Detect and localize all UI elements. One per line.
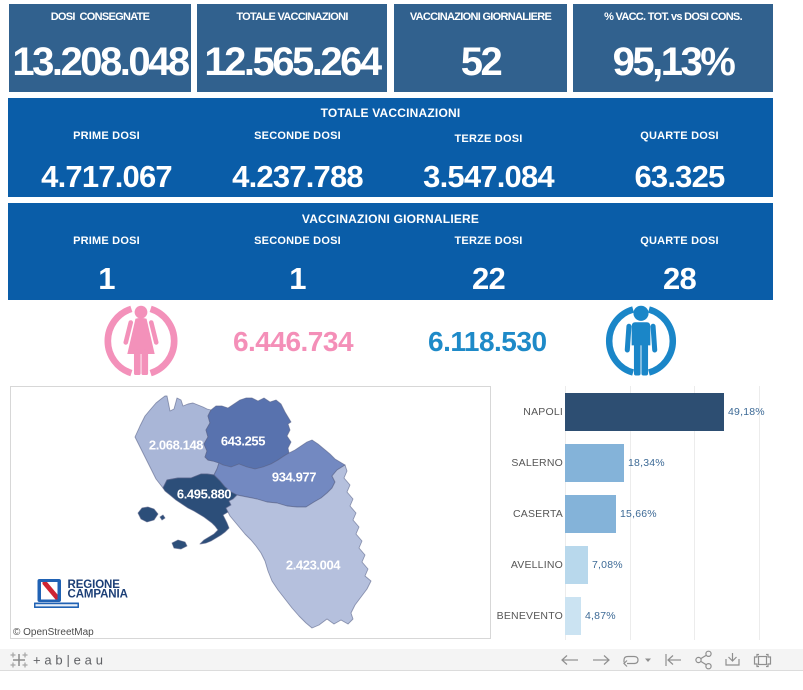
svg-text:643.255: 643.255: [221, 434, 265, 449]
svg-text:2.068.148: 2.068.148: [149, 438, 203, 453]
svg-text:+ab|eau: +ab|eau: [33, 653, 107, 668]
svg-text:934.977: 934.977: [272, 470, 316, 485]
svg-text:2.423.004: 2.423.004: [286, 558, 341, 573]
svg-text:REGIONE: REGIONE: [68, 579, 121, 591]
svg-text:CAMPANIA: CAMPANIA: [68, 589, 128, 601]
svg-text:6.495.880: 6.495.880: [177, 487, 231, 502]
